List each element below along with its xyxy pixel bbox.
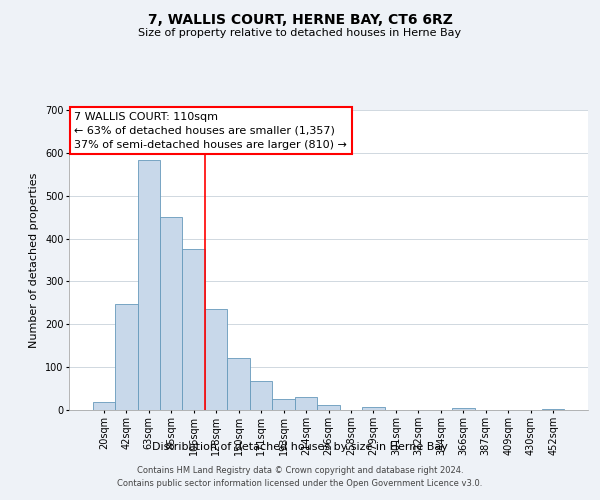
Bar xyxy=(362,406,385,410)
Bar xyxy=(92,402,115,410)
Bar xyxy=(452,408,475,410)
Bar xyxy=(182,250,205,410)
Bar xyxy=(115,304,137,410)
Bar xyxy=(160,217,182,410)
Bar xyxy=(295,396,317,410)
Text: Contains HM Land Registry data © Crown copyright and database right 2024.
Contai: Contains HM Land Registry data © Crown c… xyxy=(118,466,482,487)
Y-axis label: Number of detached properties: Number of detached properties xyxy=(29,172,40,348)
Bar xyxy=(250,382,272,410)
Bar xyxy=(205,310,227,410)
Text: 7 WALLIS COURT: 110sqm
← 63% of detached houses are smaller (1,357)
37% of semi-: 7 WALLIS COURT: 110sqm ← 63% of detached… xyxy=(74,112,347,150)
Bar xyxy=(317,405,340,410)
Text: Distribution of detached houses by size in Herne Bay: Distribution of detached houses by size … xyxy=(152,442,448,452)
Text: 7, WALLIS COURT, HERNE BAY, CT6 6RZ: 7, WALLIS COURT, HERNE BAY, CT6 6RZ xyxy=(148,12,452,26)
Text: Size of property relative to detached houses in Herne Bay: Size of property relative to detached ho… xyxy=(139,28,461,38)
Bar xyxy=(227,358,250,410)
Bar xyxy=(542,409,565,410)
Bar xyxy=(272,400,295,410)
Bar xyxy=(137,160,160,410)
